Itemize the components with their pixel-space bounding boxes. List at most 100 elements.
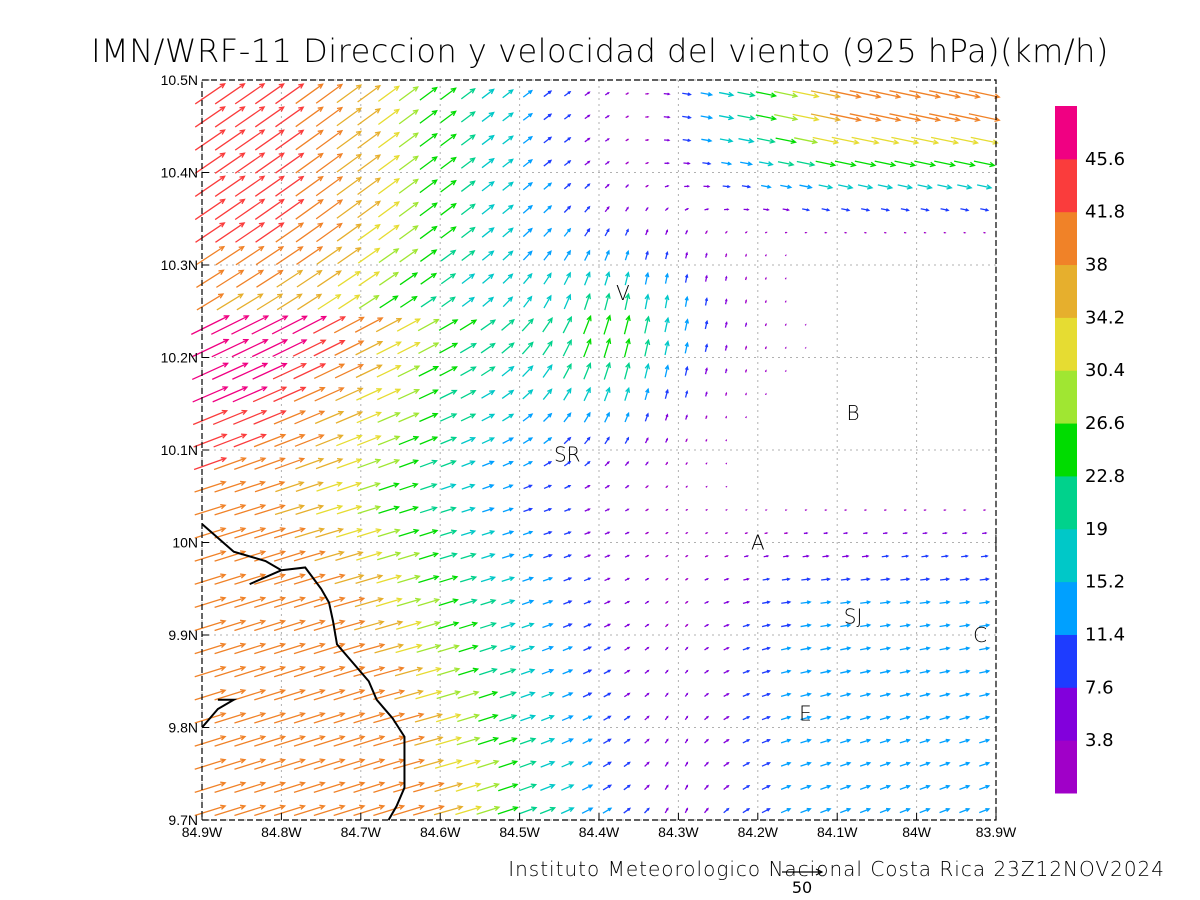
wind-arrow-head — [813, 92, 820, 99]
wind-arrow — [899, 601, 910, 604]
wind-arrow-head — [355, 153, 363, 160]
wind-arrow-head — [705, 784, 709, 788]
wind-arrow — [336, 84, 362, 104]
wind-arrow — [440, 484, 456, 490]
wind-arrow-head — [279, 527, 287, 533]
wind-arrow-head — [418, 758, 426, 764]
wind-arrow — [376, 365, 401, 378]
wind-arrow — [418, 342, 439, 354]
wind-arrow-head — [261, 362, 269, 368]
wind-arrow — [543, 159, 552, 167]
wind-arrow-head — [528, 530, 534, 535]
wind-arrow — [434, 783, 462, 793]
wind-arrow — [436, 691, 460, 700]
wind-arrow-head — [905, 208, 910, 212]
colorbar-bin — [1055, 211, 1077, 266]
wind-arrow — [979, 601, 989, 604]
wind-arrow-head — [705, 367, 708, 371]
wind-arrow — [254, 620, 285, 632]
wind-arrow-head — [605, 361, 611, 369]
wind-arrow — [373, 759, 404, 770]
wind-arrow — [194, 106, 226, 128]
wind-arrow-head — [528, 507, 534, 512]
wind-arrow-head — [376, 551, 383, 557]
wind-arrow-head — [507, 250, 514, 256]
wind-arrow — [460, 180, 476, 192]
wind-arrow-head — [509, 599, 516, 605]
wind-arrow — [194, 643, 226, 655]
wind-arrow-head — [707, 92, 714, 97]
wind-arrow — [583, 363, 591, 380]
wind-arrow — [979, 647, 990, 651]
wind-arrow-head — [627, 784, 631, 789]
wind-arrow — [373, 805, 404, 817]
wind-arrow — [502, 484, 513, 490]
wind-arrow — [440, 87, 457, 101]
wind-arrow-head — [319, 363, 327, 369]
wind-arrow-head — [375, 435, 382, 441]
wind-arrow — [254, 805, 285, 817]
wind-arrow-head — [220, 665, 227, 672]
wind-arrow — [800, 670, 811, 674]
wind-arrow — [254, 666, 285, 678]
wind-arrow-head — [453, 644, 460, 650]
wind-arrow — [273, 735, 305, 747]
wind-arrow — [498, 737, 517, 745]
wind-arrow-head — [414, 341, 421, 348]
wind-arrow — [412, 805, 444, 816]
wind-arrow-head — [587, 669, 593, 673]
wind-arrow-head — [624, 271, 630, 278]
wind-arrow-head — [965, 784, 971, 789]
wind-arrow — [540, 738, 555, 745]
wind-arrow-head — [475, 805, 483, 811]
wind-arrow — [502, 413, 514, 422]
wind-arrow-head — [889, 161, 897, 168]
wind-arrow-head — [455, 736, 463, 742]
wind-arrow — [419, 413, 438, 423]
wind-arrow — [815, 160, 836, 166]
wind-arrow-head — [666, 715, 669, 719]
wind-arrow — [761, 184, 771, 188]
wind-arrow-head — [684, 273, 689, 278]
wind-arrow — [316, 505, 343, 515]
wind-arrow — [774, 90, 798, 97]
wind-arrow — [419, 436, 438, 445]
wind-arrow-head — [431, 459, 438, 465]
wind-arrow — [378, 248, 399, 264]
wind-arrow-head — [749, 115, 756, 121]
wind-arrow — [413, 759, 443, 770]
wind-arrow-head — [925, 761, 931, 766]
wind-arrow — [561, 761, 574, 768]
wind-arrow-head — [945, 692, 951, 697]
wind-arrow — [522, 228, 533, 238]
wind-arrow-head — [767, 161, 774, 167]
wind-arrow-head — [945, 577, 951, 582]
wind-arrow — [854, 160, 876, 167]
wind-arrow — [194, 597, 226, 609]
wind-arrow — [911, 136, 938, 144]
wind-arrow-head — [826, 784, 832, 789]
wind-arrow-head — [509, 553, 515, 558]
wind-arrow-head — [548, 691, 555, 697]
wind-arrow — [480, 576, 495, 583]
wind-arrow-head — [866, 761, 872, 766]
wind-arrow-head — [905, 577, 911, 582]
wind-arrow-head — [685, 438, 688, 441]
wind-arrow-head — [374, 107, 382, 114]
wind-arrow — [860, 670, 870, 674]
wind-arrow — [829, 90, 861, 98]
wind-arrow-head — [606, 228, 610, 232]
wind-arrow-head — [450, 529, 458, 535]
wind-arrow-head — [259, 152, 266, 158]
wind-arrow — [275, 83, 304, 105]
wind-arrow-head — [791, 115, 799, 122]
wind-arrow-head — [665, 413, 669, 417]
wind-arrow-head — [548, 553, 553, 558]
wind-arrow-head — [704, 297, 709, 302]
wind-arrow — [780, 647, 791, 651]
wind-arrow-head — [826, 669, 832, 674]
wind-arrow — [523, 296, 532, 308]
wind-arrow-head — [398, 804, 406, 810]
wind-arrow-head — [568, 807, 575, 813]
